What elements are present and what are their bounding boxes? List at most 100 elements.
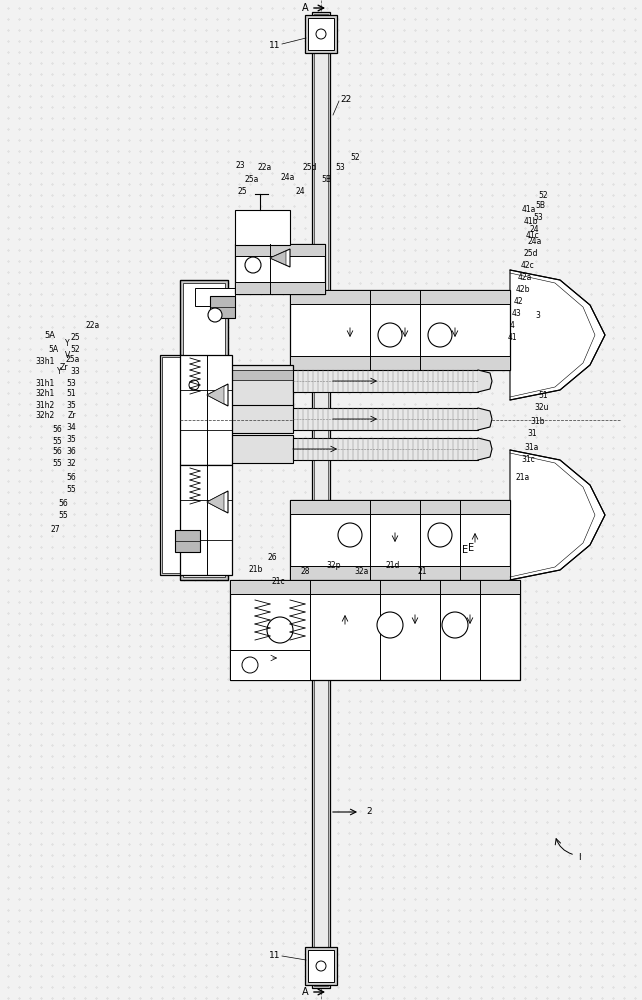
Text: 42a: 42a bbox=[518, 273, 532, 282]
Polygon shape bbox=[207, 386, 224, 404]
Polygon shape bbox=[478, 408, 492, 430]
Text: 32a: 32a bbox=[355, 568, 369, 576]
Bar bbox=[290, 500, 510, 580]
Text: 56: 56 bbox=[58, 498, 68, 508]
Text: 25: 25 bbox=[71, 334, 80, 342]
Text: 51: 51 bbox=[538, 390, 548, 399]
Text: 52: 52 bbox=[71, 344, 80, 354]
Text: 56: 56 bbox=[66, 474, 76, 483]
Bar bbox=[290, 290, 510, 304]
Text: 23: 23 bbox=[235, 161, 245, 170]
Text: 5B: 5B bbox=[321, 176, 331, 184]
Bar bbox=[162, 357, 180, 573]
Text: Y: Y bbox=[57, 367, 62, 376]
Bar bbox=[175, 530, 200, 552]
Bar bbox=[314, 14, 328, 986]
Bar bbox=[195, 288, 235, 306]
Text: 55: 55 bbox=[58, 512, 68, 520]
Circle shape bbox=[189, 380, 199, 390]
Bar bbox=[290, 290, 510, 370]
Text: 27: 27 bbox=[50, 526, 60, 534]
Text: 21d: 21d bbox=[386, 560, 400, 570]
Text: 55: 55 bbox=[52, 436, 62, 446]
Text: 56: 56 bbox=[52, 448, 62, 456]
Text: 36: 36 bbox=[66, 448, 76, 456]
Text: 21b: 21b bbox=[249, 566, 263, 574]
Bar bbox=[305, 15, 337, 53]
Circle shape bbox=[208, 308, 222, 322]
Text: 31h1: 31h1 bbox=[36, 378, 55, 387]
Text: 25d: 25d bbox=[524, 249, 539, 258]
Bar bbox=[290, 356, 510, 370]
Text: E: E bbox=[468, 543, 474, 553]
Circle shape bbox=[242, 657, 258, 673]
Text: 24a: 24a bbox=[281, 174, 295, 182]
Text: 53: 53 bbox=[533, 214, 542, 223]
Bar bbox=[312, 12, 330, 988]
Bar bbox=[230, 580, 520, 594]
Bar bbox=[293, 370, 478, 392]
Text: 31h2: 31h2 bbox=[36, 400, 55, 410]
Text: 25a: 25a bbox=[245, 176, 259, 184]
Text: 56: 56 bbox=[52, 426, 62, 434]
Text: 32p: 32p bbox=[327, 560, 342, 570]
Circle shape bbox=[428, 323, 452, 347]
Text: 34: 34 bbox=[66, 424, 76, 432]
Text: 24a: 24a bbox=[527, 237, 541, 246]
Text: 21a: 21a bbox=[516, 474, 530, 483]
Text: 41c: 41c bbox=[526, 231, 540, 239]
Bar bbox=[235, 282, 325, 294]
Bar bbox=[210, 296, 235, 318]
Text: 2: 2 bbox=[366, 808, 372, 816]
Text: 24: 24 bbox=[530, 226, 540, 234]
Bar bbox=[293, 408, 478, 430]
Text: 55: 55 bbox=[66, 486, 76, 494]
Circle shape bbox=[428, 523, 452, 547]
Text: 31: 31 bbox=[527, 430, 537, 438]
Text: E: E bbox=[462, 545, 468, 555]
Text: 3: 3 bbox=[535, 310, 540, 320]
Text: 32u: 32u bbox=[534, 403, 548, 412]
Text: 52: 52 bbox=[538, 190, 548, 200]
Bar bbox=[183, 283, 225, 577]
Polygon shape bbox=[478, 438, 492, 460]
Bar bbox=[308, 18, 334, 50]
Bar bbox=[160, 355, 182, 575]
Bar bbox=[228, 365, 293, 420]
Text: 5B: 5B bbox=[535, 202, 545, 211]
Text: 24: 24 bbox=[295, 188, 305, 196]
Bar bbox=[235, 210, 290, 245]
Circle shape bbox=[267, 617, 293, 643]
Bar bbox=[228, 435, 293, 463]
Text: 42c: 42c bbox=[521, 261, 535, 270]
Text: 11: 11 bbox=[268, 950, 280, 960]
Bar bbox=[308, 950, 334, 982]
Text: 41: 41 bbox=[508, 334, 517, 342]
Text: 25d: 25d bbox=[303, 163, 317, 172]
Circle shape bbox=[316, 961, 326, 971]
Text: 21: 21 bbox=[417, 568, 427, 576]
Text: 32h1: 32h1 bbox=[36, 389, 55, 398]
Text: 22a: 22a bbox=[86, 322, 100, 330]
Text: 33: 33 bbox=[70, 366, 80, 375]
Bar bbox=[228, 410, 293, 420]
Text: 5A: 5A bbox=[44, 332, 55, 340]
Polygon shape bbox=[270, 251, 286, 265]
Polygon shape bbox=[207, 493, 224, 511]
Polygon shape bbox=[207, 491, 228, 513]
Text: 25a: 25a bbox=[65, 356, 80, 364]
Text: A: A bbox=[302, 3, 308, 13]
Text: 31a: 31a bbox=[524, 442, 539, 452]
Bar bbox=[305, 947, 337, 985]
Circle shape bbox=[442, 612, 468, 638]
Text: 41a: 41a bbox=[522, 206, 536, 215]
Text: I: I bbox=[578, 854, 580, 862]
Bar bbox=[290, 566, 510, 580]
Text: 4: 4 bbox=[510, 322, 515, 330]
Text: 43: 43 bbox=[512, 310, 522, 318]
Text: 35: 35 bbox=[66, 400, 76, 410]
Bar bbox=[293, 438, 478, 460]
Circle shape bbox=[338, 523, 362, 547]
Polygon shape bbox=[478, 370, 492, 392]
Bar bbox=[230, 650, 310, 680]
